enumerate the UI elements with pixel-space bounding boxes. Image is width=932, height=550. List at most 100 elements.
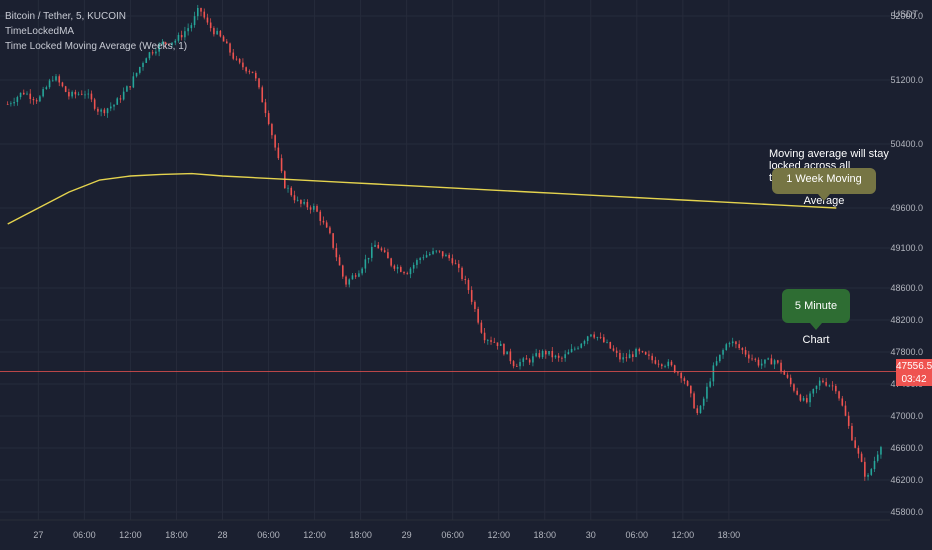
indicator-full-name[interactable]: Time Locked Moving Average (Weeks, 1) [5,41,188,52]
candle-body [258,78,260,88]
candle-body [748,354,750,359]
candle-body [799,394,802,401]
candle-body [709,381,711,387]
candle-body [793,384,795,391]
candle-body [380,248,383,251]
candle-body [818,380,821,386]
candle-body [254,72,257,79]
candle-body [68,91,70,97]
candle-body [661,364,663,367]
candle-body [87,93,90,95]
candle-body [686,381,689,386]
candle-body [722,350,724,355]
candle-body [458,263,460,268]
y-tick-label: 51200.0 [890,75,923,85]
candle-body [432,251,434,254]
candle-body [400,267,402,272]
candle-body [764,359,766,364]
symbol-title[interactable]: Bitcoin / Tether, 5, KUCOIN [5,11,126,22]
candle-body [361,268,363,274]
x-tick-label: 28 [217,530,227,540]
countdown-timer: 03:42 [901,374,927,385]
candle-body [738,344,740,349]
candle-body [316,206,318,212]
candle-body [796,390,798,395]
indicator-name[interactable]: TimeLockedMA [5,26,75,37]
candle-body [32,98,35,101]
candle-body [97,108,99,112]
x-tick-label: 06:00 [257,530,280,540]
candle-body [741,348,744,351]
candle-body [387,252,389,259]
candle-body [193,16,196,26]
candle-body [354,275,357,277]
candle-body [641,351,644,353]
candle-body [367,257,370,260]
candle-body [806,398,808,403]
candle-body [22,92,25,95]
candle-body [429,253,431,256]
candle-body [196,7,199,17]
candle-body [783,371,786,375]
x-tick-label: 12:00 [303,530,326,540]
candle-body [371,246,373,258]
candle-body [876,454,879,461]
candle-body [322,220,325,223]
x-tick-label: 06:00 [626,530,649,540]
candle-body [29,93,32,99]
candle-body [142,62,144,68]
candle-body [351,275,354,280]
candle-body [470,290,473,302]
candle-body [106,108,109,114]
y-tick-label: 47000.0 [890,411,923,421]
candle-body [812,389,815,394]
candle-body [744,350,747,355]
candle-body [419,258,421,261]
y-axis[interactable]: 52000.0 51200.0 50400.0 49600.0 49100.0 48600… [890,11,923,517]
candle-body [122,91,125,100]
x-tick-label: 12:00 [119,530,142,540]
candle-body [541,350,544,358]
candle-body [503,343,505,355]
candles [6,4,882,481]
candle-body [638,348,641,352]
candle-body [206,17,209,23]
candle-body [677,372,679,374]
candle-body [19,92,22,98]
candle-body [290,187,293,196]
candle-body [435,250,438,252]
candle-body [499,343,502,346]
candle-body [309,207,312,210]
candle-body [242,62,244,68]
candle-body [612,348,615,351]
candle-body [477,308,479,323]
candle-body [525,358,528,360]
candle-body [854,440,856,448]
candle-body [277,147,280,159]
current-price-badge: 47556.5 03:42 [896,359,932,386]
candle-body [551,351,554,358]
candle-body [155,51,157,54]
candle-body [274,135,276,148]
candle-body [603,337,605,343]
y-tick-label: 49100.0 [890,243,923,253]
candle-body [174,40,177,43]
candle-body [657,363,660,365]
candle-body [448,254,450,259]
candle-body [77,93,80,95]
candle-body [235,58,238,60]
candle-body [412,264,415,269]
candle-body [80,93,83,95]
candle-body [493,341,496,343]
candle-body [306,201,309,208]
candle-body [519,361,521,367]
candle-body [126,86,128,92]
candle-body [64,86,67,92]
candle-body [10,103,12,105]
candle-body [39,96,41,102]
candle-body [145,58,148,63]
candle-body [702,398,705,406]
candle-body [180,34,183,38]
x-axis[interactable]: 27 06:00 12:00 18:00 28 06:00 12:00 18:00 29 06:0… [0,519,890,540]
